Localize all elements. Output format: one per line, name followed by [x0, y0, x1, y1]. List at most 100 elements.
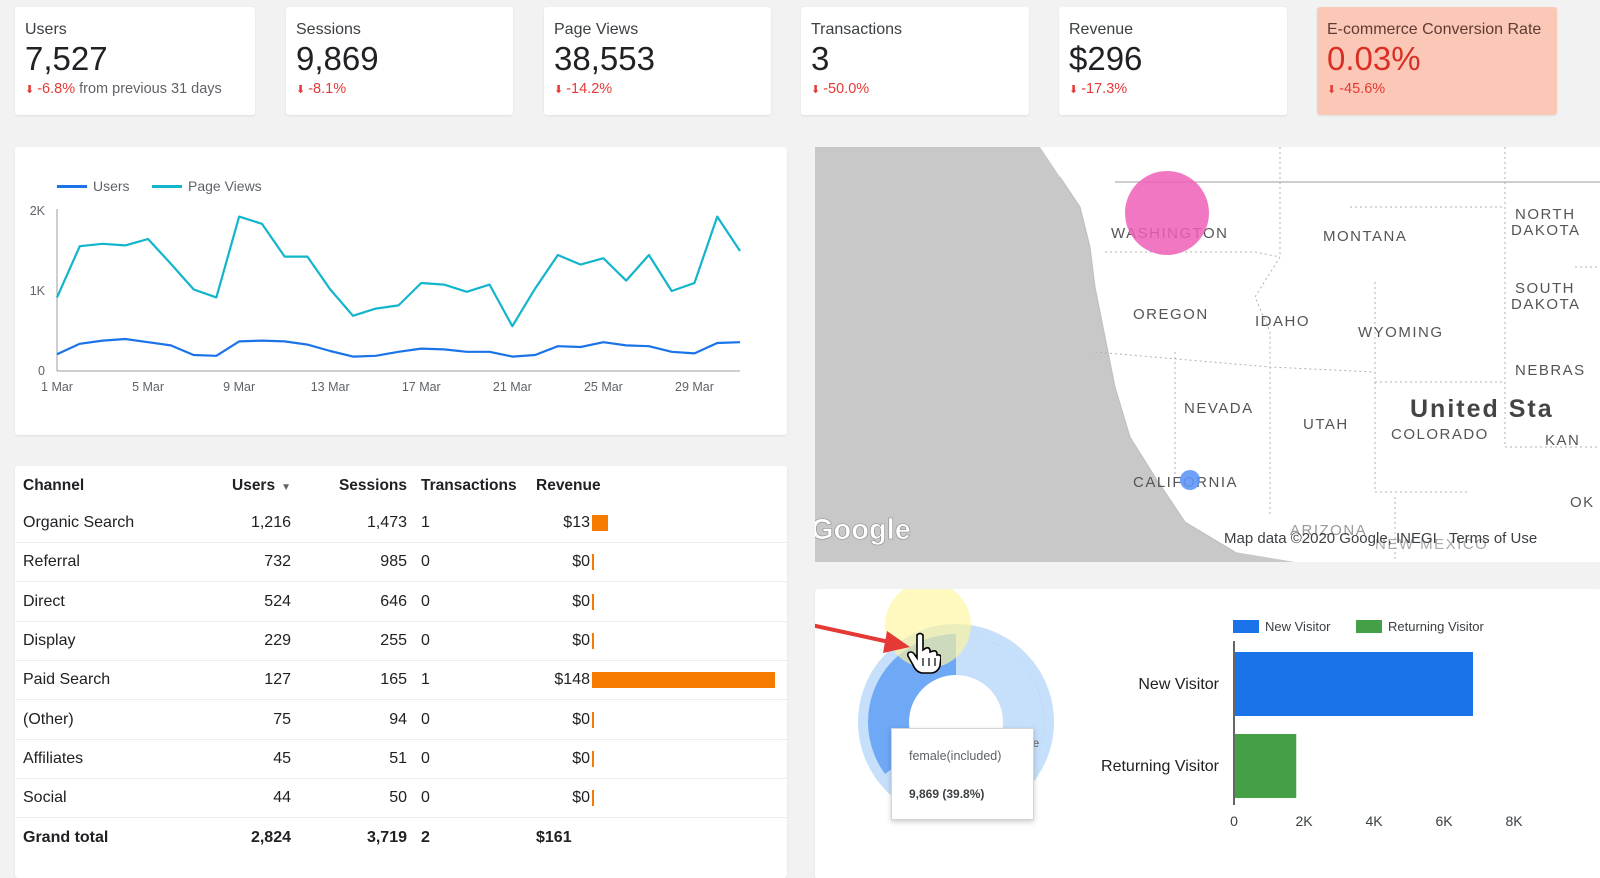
kpi-delta: ⬇ -45.6% [1327, 81, 1547, 97]
revenue-bar [592, 554, 594, 571]
kpi-delta: ⬇ -14.2% [554, 81, 761, 97]
hand-pointer-icon [907, 632, 941, 674]
bar-chart: 0 2K 4K 6K 8K New Visitor Returning Visitor [1101, 641, 1523, 829]
table-row[interactable]: Organic Search 1,216 1,473 1 $13 [15, 503, 787, 543]
kpi-value: 3 [811, 40, 830, 77]
down-arrow-icon: ⬇ [1327, 84, 1337, 96]
legend-label: New Visitor [1265, 619, 1331, 634]
cursor-highlight [885, 589, 971, 668]
legend-item-users[interactable]: Users [57, 178, 130, 194]
kpi-users[interactable]: Users 7,527 ⬇ -6.8% from previous 31 days [15, 7, 255, 115]
bar-x-tick-label: 8K [1505, 813, 1523, 829]
channel-table: Channel Users ▼ Sessions Transactions Rev… [15, 466, 787, 878]
state-label: NEW MEXICO [1375, 536, 1488, 553]
header-users[interactable]: Users ▼ [232, 477, 291, 495]
row-transactions: 0 [421, 592, 430, 610]
bar-returning-visitor[interactable] [1235, 734, 1297, 798]
row-revenue: $13 [563, 514, 590, 531]
kpi-label: Users [25, 21, 67, 38]
row-transactions: 1 [421, 514, 430, 531]
revenue-bar [592, 711, 594, 728]
down-arrow-icon: ⬇ [811, 84, 821, 96]
table-row[interactable]: Social 44 50 0 $0 [15, 778, 787, 819]
row-channel: Paid Search [23, 671, 111, 689]
row-users: 44 [273, 789, 291, 807]
revenue-bar [592, 750, 594, 767]
row-sessions: 50 [389, 789, 407, 807]
kpi-delta: ⬇ -17.3% [1069, 81, 1277, 97]
table-row[interactable]: Affiliates 45 51 0 $0 [15, 739, 787, 779]
row-revenue: $148 [554, 671, 590, 689]
kpi-page-views[interactable]: Page Views 38,553 ⬇ -14.2% [544, 7, 771, 115]
total-label: Grand total [23, 829, 109, 846]
kpi-conversion-rate[interactable]: E-commerce Conversion Rate 0.03% ⬇ -45.6% [1317, 7, 1557, 115]
legend-item-page-views[interactable]: Page Views [152, 178, 262, 194]
row-users: 45 [273, 749, 291, 767]
x-tick-label: 21 Mar [493, 380, 532, 394]
header-revenue[interactable]: Revenue [536, 477, 601, 494]
bar-x-tick-label: 6K [1435, 813, 1453, 829]
row-channel: (Other) [23, 710, 74, 728]
row-revenue: $0 [572, 553, 590, 571]
row-revenue: $0 [572, 592, 590, 610]
kpi-label: Sessions [296, 21, 361, 38]
kpi-value: 7,527 [25, 40, 108, 77]
kpi-sessions[interactable]: Sessions 9,869 ⬇ -8.1% [286, 7, 513, 115]
table-row[interactable]: (Other) 75 94 0 $0 [15, 700, 787, 740]
time-series-chart[interactable]: Users Page Views 0 1K 2K 1 Mar 5 Mar 9 Mar 13 … [15, 147, 787, 435]
state-label: IDAHO [1255, 313, 1310, 330]
revenue-bar [592, 515, 609, 531]
geo-map[interactable]: WASHINGTON MONTANA NORTH DAKOTA OREGON I… [815, 147, 1600, 562]
state-label: COLORADO [1391, 426, 1489, 443]
row-sessions: 985 [380, 553, 407, 571]
row-transactions: 0 [421, 749, 430, 767]
kpi-label: Revenue [1069, 21, 1134, 38]
state-label: OK [1570, 494, 1595, 511]
tooltip-value: 9,869 (39.8%) [909, 787, 985, 801]
kpi-transactions[interactable]: Transactions 3 ⬇ -50.0% [801, 7, 1029, 115]
legend-item-returning-visitor[interactable]: Returning Visitor [1356, 619, 1484, 634]
legend-item-new-visitor[interactable]: New Visitor [1233, 619, 1331, 634]
kpi-delta-percent: -45.6% [1339, 81, 1386, 97]
state-label: NEBRAS [1515, 362, 1586, 379]
down-arrow-icon: ⬇ [296, 84, 306, 96]
revenue-bar [592, 790, 594, 807]
row-channel: Referral [23, 553, 80, 571]
header-channel[interactable]: Channel [23, 477, 85, 494]
revenue-bar [592, 632, 594, 649]
row-revenue: $0 [572, 749, 590, 767]
state-borders [1094, 147, 1600, 562]
bar-x-tick-label: 4K [1365, 813, 1383, 829]
table-row[interactable]: Direct 524 646 0 $0 [15, 582, 787, 622]
terms-of-use-link[interactable]: Terms of Use [1448, 530, 1538, 547]
bubble-california[interactable] [1180, 470, 1200, 490]
row-sessions: 1,473 [366, 514, 407, 531]
legend-label: Page Views [188, 178, 262, 194]
legend-swatch-returning-visitor [1356, 620, 1382, 633]
table-row[interactable]: Referral 732 985 0 $0 [15, 542, 787, 583]
kpi-delta-percent: -17.3% [1081, 81, 1128, 97]
header-transactions[interactable]: Transactions [421, 477, 517, 494]
table-row[interactable]: Paid Search 127 165 1 $148 [15, 660, 787, 701]
row-channel: Display [23, 631, 76, 649]
kpi-revenue[interactable]: Revenue $296 ⬇ -17.3% [1059, 7, 1287, 115]
kpi-value: 38,553 [554, 40, 655, 77]
kpi-delta-percent: -8.1% [308, 81, 347, 97]
total-sessions: 3,719 [366, 829, 407, 846]
row-users: 75 [273, 710, 291, 728]
y-tick-label: 2K [30, 204, 46, 218]
row-sessions: 165 [380, 671, 407, 689]
bubble-washington[interactable] [1125, 171, 1209, 255]
state-label: SOUTH [1515, 280, 1575, 297]
header-sessions[interactable]: Sessions [338, 477, 407, 494]
row-sessions: 646 [380, 592, 407, 610]
state-label: NEVADA [1184, 400, 1254, 417]
table-row[interactable]: Display 229 255 0 $0 [15, 621, 787, 661]
bar-new-visitor[interactable] [1235, 652, 1473, 716]
row-channel: Direct [23, 592, 65, 610]
series-line-page-views[interactable] [55, 215, 741, 328]
bar-x-tick-label: 2K [1295, 813, 1313, 829]
revenue-bar [592, 593, 594, 610]
bar-category-label: New Visitor [1138, 676, 1219, 693]
series-line-users[interactable] [56, 337, 741, 358]
